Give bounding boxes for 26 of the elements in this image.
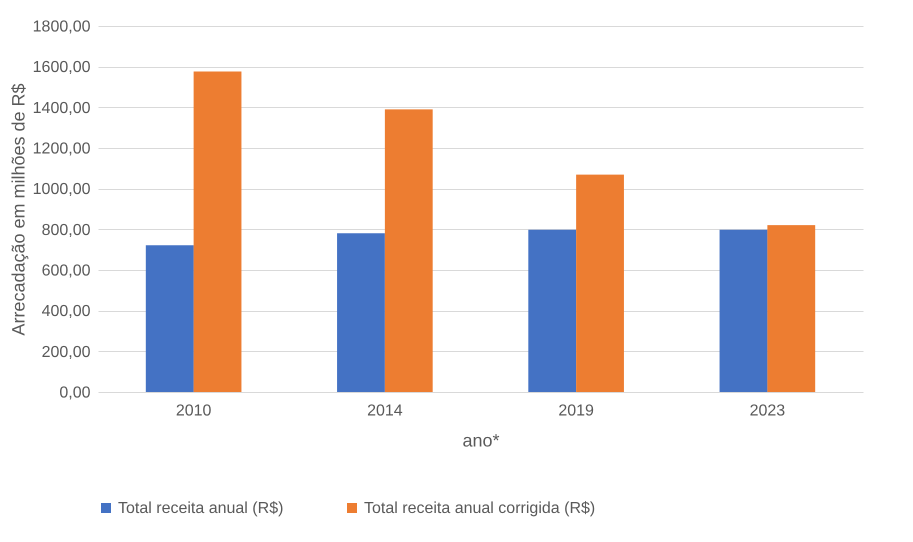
x-tick-label: 2019: [558, 402, 594, 420]
bar: [528, 230, 576, 392]
y-tick-label: 1600,00: [32, 59, 91, 76]
bar: [384, 109, 433, 392]
y-tick-label: 1200,00: [32, 140, 91, 158]
bar: [337, 233, 385, 392]
bar: [146, 245, 194, 392]
y-tick-label: 200,00: [42, 344, 91, 361]
y-tick-label: 400,00: [42, 303, 91, 320]
y-tick-label: 1000,00: [32, 181, 91, 198]
bar: [194, 72, 242, 392]
bar: [576, 174, 624, 392]
y-axis-title: Arrecadação em milhões de R$: [8, 83, 29, 336]
legend-label: Total receita anual (R$): [118, 500, 284, 517]
y-tick-label: 600,00: [42, 262, 91, 280]
bar: [720, 230, 768, 392]
x-tick-label: 2010: [176, 402, 212, 420]
y-tick-label: 800,00: [42, 222, 91, 239]
bar: [767, 225, 816, 392]
y-tick-label: 0,00: [59, 384, 91, 402]
y-tick-label: 1400,00: [32, 100, 91, 117]
legend-label: Total receita anual corrigida (R$): [364, 500, 596, 517]
x-axis-title: ano*: [462, 430, 500, 450]
y-tick-label: 1800,00: [32, 18, 91, 36]
x-tick-label: 2014: [367, 402, 403, 420]
x-tick-label: 2023: [750, 402, 786, 420]
